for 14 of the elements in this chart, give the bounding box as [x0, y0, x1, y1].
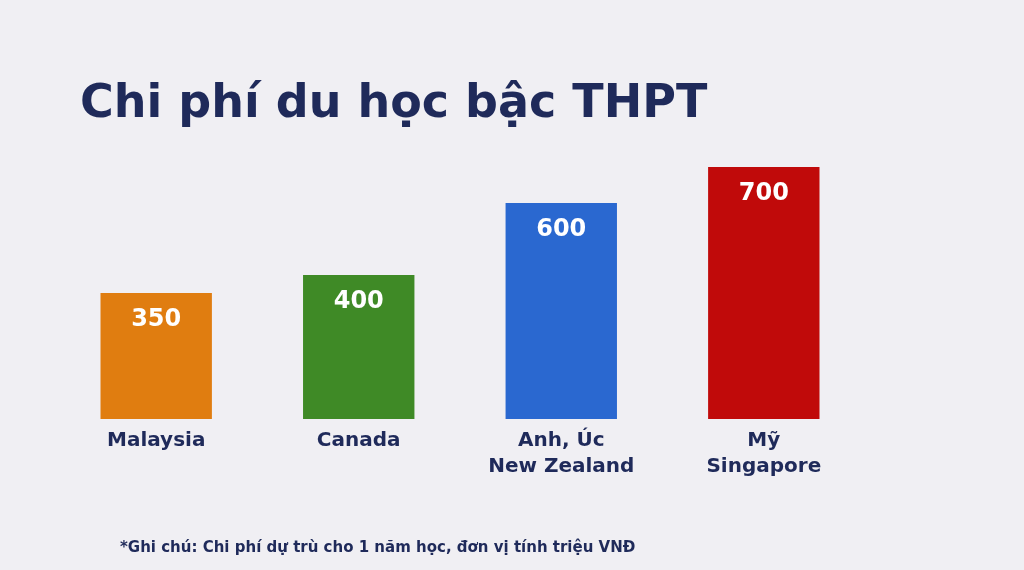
- bar: [303, 275, 415, 419]
- data-label: 600: [536, 214, 587, 242]
- text: *Ghi chú: Chi phí dự trù cho 1 năm học, đơn vị tính triệu VNĐ: [120, 538, 636, 556]
- chart-title: Chi phí du học bậc THPT: [80, 74, 708, 128]
- x-tick-label: Mỹ Singapore: [706, 426, 822, 477]
- data-label: 700: [738, 178, 789, 206]
- bar: [505, 203, 617, 419]
- bar: [708, 167, 820, 419]
- data-label: 400: [333, 286, 384, 314]
- data-label: 350: [131, 304, 182, 332]
- x-tick-label: Malaysia: [106, 426, 206, 451]
- x-tick-label: Anh, Úc New Zealand: [488, 426, 635, 477]
- x-tick-label: Canada: [316, 426, 401, 451]
- bar: [100, 293, 212, 419]
